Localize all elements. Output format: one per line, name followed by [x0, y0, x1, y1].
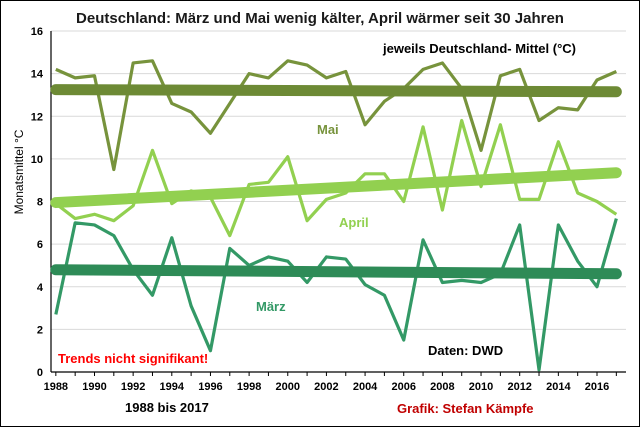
x-tick-label: 2004	[353, 381, 378, 393]
x-tick-label: 2008	[430, 381, 454, 393]
y-tick-label: 0	[37, 367, 43, 379]
y-tick-label: 10	[31, 154, 43, 166]
trend-line-april	[50, 167, 622, 209]
x-tick-label: 2010	[469, 381, 493, 393]
trend-line-maerz	[50, 264, 622, 280]
mai-label: Mai	[317, 122, 339, 137]
series-line-maerz	[54, 218, 618, 372]
x-tick-labels: 1988 1990 1992 1994 1996 1998 2000 2002 2004 2006…	[44, 381, 610, 393]
x-tick-label: 2006	[391, 381, 415, 393]
x-tick-label: 2012	[507, 381, 531, 393]
maerz-label: März	[256, 299, 286, 314]
credit-note: Grafik: Stefan Kämpfe	[397, 401, 534, 416]
region-note: jeweils Deutschland- Mittel (°C)	[382, 41, 576, 56]
x-tick-label: 1990	[82, 381, 106, 393]
x-tick-label: 1996	[198, 381, 222, 393]
trends-note: Trends nicht signifikant!	[58, 351, 208, 366]
y-tick-labels: 0 2 4 6 8 10 12 14 16	[31, 26, 44, 379]
y-tick-label: 14	[31, 69, 44, 81]
y-tick-label: 2	[37, 324, 43, 336]
y-tick-label: 8	[37, 197, 43, 209]
series-lines	[54, 59, 618, 372]
y-tick-label: 4	[37, 282, 44, 294]
source-note: Daten: DWD	[428, 343, 503, 358]
x-tick-label: 2002	[314, 381, 338, 393]
trend-line-mai	[50, 84, 622, 98]
series-line-mai	[55, 59, 617, 172]
trend-lines	[50, 84, 622, 280]
y-tick-label: 6	[37, 239, 43, 251]
chart-title: Deutschland: März und Mai wenig kälter, …	[76, 10, 564, 27]
y-axis-label: Monatsmittel °C	[12, 129, 26, 214]
x-tick-label: 1998	[237, 381, 261, 393]
x-tick-label: 1992	[121, 381, 145, 393]
series-line-april	[54, 118, 618, 238]
y-tick-label: 12	[31, 111, 43, 123]
x-tick-label: 2014	[546, 381, 571, 393]
y-tick-label: 16	[31, 26, 43, 38]
x-tick-label: 2000	[276, 381, 300, 393]
x-tick-label: 1994	[160, 381, 185, 393]
x-tick-label: 1988	[44, 381, 68, 393]
x-tick-label: 2016	[585, 381, 609, 393]
period-note: 1988 bis 2017	[125, 400, 209, 415]
april-label: April	[339, 215, 369, 230]
